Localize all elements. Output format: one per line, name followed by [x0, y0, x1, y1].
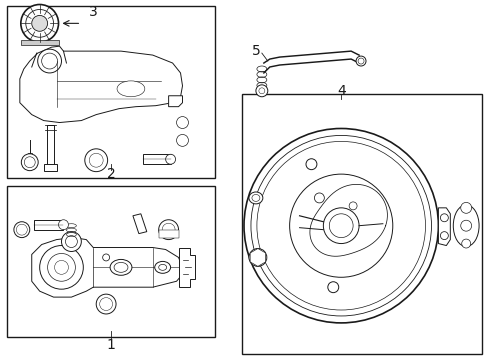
- Circle shape: [59, 220, 68, 230]
- Circle shape: [289, 174, 392, 277]
- Circle shape: [440, 231, 447, 240]
- Circle shape: [24, 157, 35, 168]
- Circle shape: [248, 248, 266, 266]
- Ellipse shape: [110, 260, 132, 275]
- Circle shape: [102, 254, 109, 261]
- Ellipse shape: [357, 58, 363, 64]
- Polygon shape: [142, 154, 170, 164]
- Circle shape: [328, 214, 352, 238]
- Circle shape: [176, 134, 188, 147]
- Polygon shape: [32, 238, 182, 297]
- Circle shape: [47, 253, 75, 281]
- Circle shape: [32, 15, 47, 31]
- Circle shape: [159, 220, 178, 240]
- Ellipse shape: [117, 81, 144, 97]
- Circle shape: [244, 129, 438, 323]
- Circle shape: [38, 49, 61, 73]
- Text: 4: 4: [336, 84, 345, 98]
- Circle shape: [327, 282, 338, 293]
- Circle shape: [176, 117, 188, 129]
- Polygon shape: [168, 96, 182, 107]
- Ellipse shape: [248, 192, 263, 204]
- Text: 2: 2: [106, 167, 115, 181]
- Text: 5: 5: [251, 44, 260, 58]
- Circle shape: [255, 85, 267, 97]
- Bar: [159, 230, 178, 238]
- Bar: [21, 40, 59, 45]
- Circle shape: [16, 224, 27, 235]
- Text: 1: 1: [106, 338, 115, 352]
- Bar: [7, 6, 215, 178]
- Polygon shape: [43, 164, 57, 171]
- Polygon shape: [250, 248, 265, 266]
- Circle shape: [84, 149, 107, 172]
- Circle shape: [55, 260, 68, 274]
- Circle shape: [165, 154, 175, 164]
- Bar: [7, 186, 215, 337]
- Circle shape: [162, 223, 175, 236]
- Circle shape: [252, 252, 263, 263]
- Polygon shape: [34, 220, 63, 230]
- Circle shape: [14, 222, 30, 238]
- Circle shape: [460, 220, 471, 231]
- Ellipse shape: [114, 262, 128, 272]
- Circle shape: [461, 239, 469, 248]
- Circle shape: [61, 231, 81, 252]
- Circle shape: [65, 235, 77, 248]
- Circle shape: [258, 88, 264, 94]
- Circle shape: [21, 154, 38, 171]
- Circle shape: [460, 202, 471, 213]
- Circle shape: [100, 298, 112, 311]
- Circle shape: [348, 202, 356, 210]
- Polygon shape: [20, 46, 182, 122]
- Ellipse shape: [251, 194, 259, 201]
- Circle shape: [305, 159, 316, 170]
- Circle shape: [41, 53, 58, 69]
- Circle shape: [40, 246, 83, 289]
- Circle shape: [26, 9, 54, 37]
- Circle shape: [21, 5, 59, 42]
- Polygon shape: [46, 125, 54, 168]
- Ellipse shape: [355, 56, 365, 66]
- Text: 3: 3: [89, 5, 98, 19]
- Circle shape: [440, 214, 447, 222]
- Circle shape: [323, 208, 358, 244]
- Ellipse shape: [159, 264, 166, 270]
- Ellipse shape: [154, 261, 170, 273]
- Polygon shape: [178, 248, 195, 287]
- Circle shape: [89, 153, 103, 167]
- Circle shape: [314, 193, 324, 203]
- Polygon shape: [438, 208, 449, 246]
- Polygon shape: [133, 214, 146, 234]
- Circle shape: [96, 294, 116, 314]
- Ellipse shape: [452, 205, 478, 247]
- Bar: [242, 94, 481, 354]
